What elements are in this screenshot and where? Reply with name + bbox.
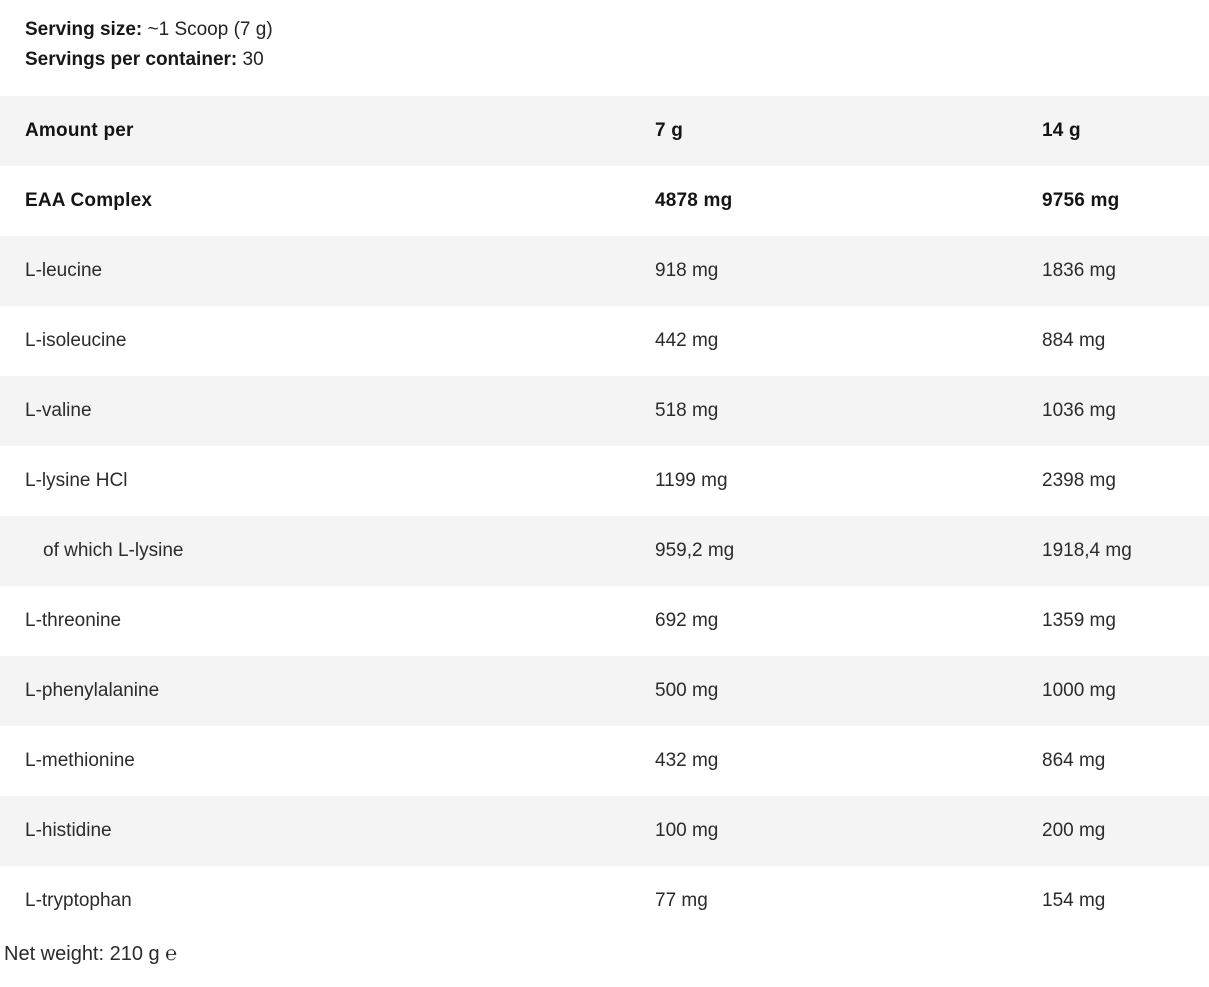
- serving-size-value: ~1 Scoop (7 g): [147, 19, 273, 40]
- row-name: L-tryptophan: [25, 890, 132, 911]
- row-name: L-leucine: [25, 260, 103, 281]
- servings-per-container-value: 30: [242, 49, 264, 70]
- row-name: L-threonine: [25, 610, 122, 631]
- row-value-7g: 692 mg: [655, 610, 719, 631]
- row-value-14g: 1918,4 mg: [1042, 540, 1132, 561]
- facts-table: Amount per 7 g 14 g EAA Complex 4878 mg …: [0, 96, 1209, 936]
- row-value-7g: 518 mg: [655, 400, 719, 421]
- table-row-phenylalanine: L-phenylalanine 500 mg 1000 mg: [0, 656, 1209, 726]
- row-value-7g: 500 mg: [655, 680, 719, 701]
- table-row-tryptophan: L-tryptophan 77 mg 154 mg: [0, 866, 1209, 936]
- row-name: L-lysine HCl: [25, 470, 128, 491]
- row-value-7g: 918 mg: [655, 260, 719, 281]
- row-value-7g: 432 mg: [655, 750, 719, 771]
- row-value-14g: 9756 mg: [1042, 190, 1120, 211]
- table-row-valine: L-valine 518 mg 1036 mg: [0, 376, 1209, 446]
- row-name: L-valine: [25, 400, 92, 421]
- row-value-14g: 884 mg: [1042, 330, 1106, 351]
- row-value-14g: 2398 mg: [1042, 470, 1116, 491]
- servings-per-container-label: Servings per container:: [25, 49, 238, 70]
- table-row-isoleucine: L-isoleucine 442 mg 884 mg: [0, 306, 1209, 376]
- table-row-methionine: L-methionine 432 mg 864 mg: [0, 726, 1209, 796]
- row-value-14g: 1036 mg: [1042, 400, 1116, 421]
- row-name: L-methionine: [25, 750, 135, 771]
- row-name: L-histidine: [25, 820, 112, 841]
- row-value-7g: 4878 mg: [655, 190, 733, 211]
- table-row-leucine: L-leucine 918 mg 1836 mg: [0, 236, 1209, 306]
- row-value-14g: 1836 mg: [1042, 260, 1116, 281]
- table-row-of-which-lysine: of which L-lysine 959,2 mg 1918,4 mg: [0, 516, 1209, 586]
- table-row-threonine: L-threonine 692 mg 1359 mg: [0, 586, 1209, 656]
- row-value-14g: 1000 mg: [1042, 680, 1116, 701]
- header-col-amount-per: Amount per: [25, 120, 134, 141]
- serving-size-label: Serving size:: [25, 19, 143, 40]
- serving-info: Serving size: ~1 Scoop (7 g) Servings pe…: [0, 0, 1209, 75]
- row-name: of which L-lysine: [43, 540, 184, 561]
- row-value-7g: 442 mg: [655, 330, 719, 351]
- table-row-eaa-complex: EAA Complex 4878 mg 9756 mg: [0, 166, 1209, 236]
- net-weight-text: Net weight: 210 g ℮: [4, 943, 178, 965]
- row-value-7g: 77 mg: [655, 890, 708, 911]
- row-value-14g: 864 mg: [1042, 750, 1106, 771]
- row-value-14g: 1359 mg: [1042, 610, 1116, 631]
- row-value-7g: 1199 mg: [655, 470, 728, 491]
- table-row-histidine: L-histidine 100 mg 200 mg: [0, 796, 1209, 866]
- table-header-row: Amount per 7 g 14 g: [0, 96, 1209, 166]
- row-value-7g: 959,2 mg: [655, 540, 735, 561]
- row-name: EAA Complex: [25, 190, 153, 211]
- row-name: L-phenylalanine: [25, 680, 160, 701]
- servings-per-container-line: Servings per container: 30: [25, 45, 1209, 75]
- row-name: L-isoleucine: [25, 330, 127, 351]
- table-row-lysine-hcl: L-lysine HCl 1199 mg 2398 mg: [0, 446, 1209, 516]
- row-value-7g: 100 mg: [655, 820, 719, 841]
- serving-size-line: Serving size: ~1 Scoop (7 g): [25, 15, 1209, 45]
- row-value-14g: 200 mg: [1042, 820, 1106, 841]
- header-col-14g: 14 g: [1042, 120, 1081, 141]
- row-value-14g: 154 mg: [1042, 890, 1106, 911]
- header-col-7g: 7 g: [655, 120, 684, 141]
